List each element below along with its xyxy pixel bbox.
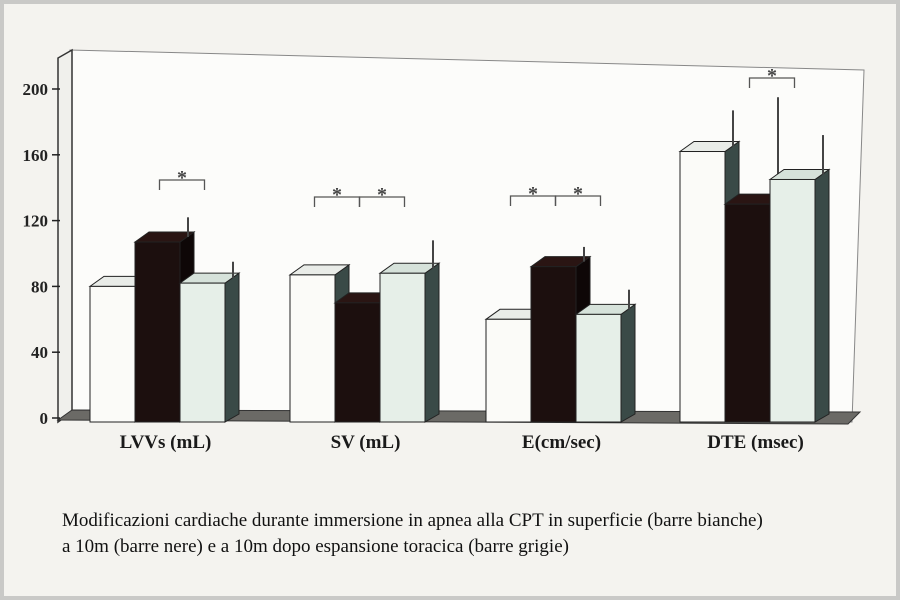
bar	[485, 318, 532, 423]
category-label: LVVs (mL)	[120, 432, 212, 453]
chart-left-wall	[57, 48, 73, 424]
bar	[89, 285, 136, 423]
bar	[530, 266, 577, 423]
significance-star: *	[528, 183, 538, 205]
bar-side	[424, 262, 440, 423]
significance-bracket	[358, 196, 406, 207]
y-tick-label: 0	[40, 409, 49, 428]
bar	[289, 274, 336, 423]
y-tick-label: 160	[23, 146, 49, 165]
bar	[179, 282, 226, 423]
category-label: DTE (msec)	[707, 432, 804, 453]
chart-floor	[56, 409, 862, 425]
significance-star: *	[767, 65, 777, 87]
caption-line-2: a 10m (barre nere) e a 10m dopo espansio…	[62, 536, 569, 557]
bar-side	[620, 303, 636, 423]
bar-side	[224, 272, 240, 423]
category-label: E(cm/sec)	[522, 432, 601, 453]
significance-star: *	[177, 167, 187, 189]
significance-star: *	[573, 183, 583, 205]
significance-bracket	[158, 179, 206, 190]
bar	[769, 178, 816, 423]
y-tick-label: 40	[31, 343, 48, 362]
figure-caption: Modificazioni cardiache durante immersio…	[62, 508, 882, 560]
significance-bracket	[554, 195, 602, 206]
significance-star: *	[332, 184, 342, 206]
bar	[334, 302, 381, 423]
y-tick-label: 80	[31, 277, 48, 296]
significance-bracket	[748, 77, 796, 88]
bar-chart: 0 40 80 120 160 200 LVVs (mL) SV (mL) E(cm/sec) D…	[23, 48, 865, 453]
bar-side	[814, 168, 830, 423]
y-tick-label: 200	[23, 80, 49, 99]
bar	[679, 151, 726, 423]
bar	[379, 272, 426, 423]
bar	[575, 313, 622, 423]
bar	[724, 203, 771, 423]
significance-star: *	[377, 184, 387, 206]
y-tick-label: 120	[23, 212, 49, 231]
caption-line-1: Modificazioni cardiache durante immersio…	[62, 510, 763, 531]
bar	[134, 241, 181, 423]
category-label: SV (mL)	[331, 432, 401, 453]
